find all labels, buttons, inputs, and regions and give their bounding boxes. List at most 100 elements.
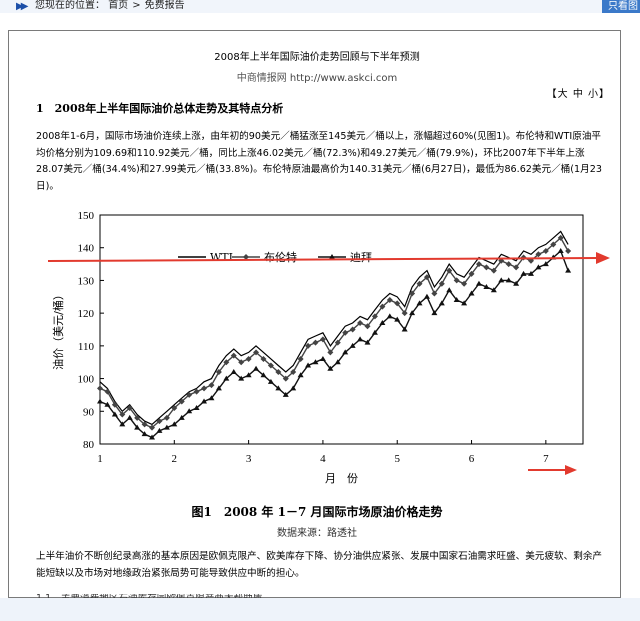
data-point <box>557 247 564 253</box>
data-point <box>126 405 133 412</box>
data-point <box>178 414 185 420</box>
legend-label: 布伦特 <box>264 250 297 264</box>
data-point <box>156 427 163 433</box>
data-point <box>267 378 274 384</box>
data-point <box>513 280 520 286</box>
data-point <box>305 362 312 368</box>
data-point <box>230 352 237 359</box>
data-point <box>416 300 423 306</box>
data-point <box>409 310 416 316</box>
breadcrumb-current[interactable]: 免费报告 <box>144 0 185 11</box>
data-point <box>223 359 230 366</box>
breadcrumb-bar: ▶▶ 您现在的位置： 首页 > 免费报告 只看图 <box>0 0 640 13</box>
data-point <box>260 355 267 362</box>
annotation-arrows <box>47 252 610 475</box>
legend-label: 迪拜 <box>350 251 372 264</box>
data-point <box>342 349 349 355</box>
data-point <box>527 270 534 276</box>
data-point <box>483 264 490 271</box>
chart-legend: WTI 布伦特 迪拜 <box>178 250 372 264</box>
breadcrumb-home-link[interactable]: 首页 <box>108 0 129 11</box>
data-point <box>557 234 564 241</box>
data-point <box>349 342 356 348</box>
data-point <box>134 414 141 421</box>
only-see-images-button[interactable]: 只看图 <box>602 0 640 13</box>
data-point <box>483 283 490 289</box>
data-point <box>97 385 103 392</box>
next-heading-clipped: 1.1 主要消费地区石油库存同欧佩克限产两大帮助质 <box>36 594 262 598</box>
data-point <box>386 297 393 304</box>
source-url-link[interactable]: http://www.askci.com <box>289 73 398 84</box>
data-point <box>364 323 371 330</box>
data-point <box>423 274 430 281</box>
data-point <box>535 251 542 258</box>
series-1 <box>99 230 569 426</box>
data-point <box>357 319 364 326</box>
figure-caption: 图1 2008 年 1－7 月国际市场原油价格走势 <box>191 505 443 519</box>
data-point <box>364 339 371 345</box>
data-point <box>230 369 237 375</box>
series-line <box>99 249 569 439</box>
legend-marker <box>243 254 249 260</box>
data-point <box>461 280 468 287</box>
x-tick-label: 3 <box>246 453 252 465</box>
data-point <box>119 421 126 427</box>
bottom-bar <box>0 598 640 621</box>
article-source: 中商情报网 http://www.askci.com <box>0 73 634 85</box>
figure-source: 数据来源：路透社 <box>277 528 357 539</box>
location-label: 您现在的位置： <box>35 0 105 11</box>
data-point <box>97 398 103 404</box>
data-point <box>119 411 126 418</box>
plot-frame <box>99 214 584 445</box>
data-point <box>520 270 527 276</box>
data-point <box>505 261 512 268</box>
data-point <box>312 339 319 346</box>
data-point <box>327 349 334 356</box>
data-point <box>475 280 482 286</box>
y-tick-label: 140 <box>78 243 95 255</box>
data-point <box>275 385 282 391</box>
y-tick-label: 110 <box>78 341 95 353</box>
data-point <box>134 424 141 430</box>
x-tick-label: 6 <box>469 453 475 465</box>
data-point <box>305 342 312 349</box>
x-tick-label: 5 <box>394 453 400 465</box>
article-paragraph-1: 2008年1-6月，国际市场油价连续上涨，由年初的90美元／桶猛涨至145美元／… <box>36 131 602 192</box>
data-point <box>245 372 252 378</box>
chart-axes: 80 90 100 110 120 130 140 150 1 2 3 4 5 6 7 月 份 油价（美元/桶） <box>51 210 584 485</box>
y-axis-label: 油价（美元/桶） <box>51 289 65 370</box>
data-point <box>104 388 111 395</box>
data-point <box>357 336 364 342</box>
article-paragraph-2: 上半年油价不断创纪录高涨的基本原因是欧佩克限产、欧美库存下降、协分油供应紧张、发… <box>36 551 603 579</box>
double-arrow-icon: ▶▶ <box>16 1 29 12</box>
data-point <box>163 414 170 421</box>
data-point <box>260 372 267 378</box>
legend-marker <box>329 254 335 259</box>
data-point <box>290 369 297 376</box>
data-point <box>319 355 326 361</box>
data-point <box>253 365 260 371</box>
article-frame <box>8 30 621 598</box>
data-point <box>550 241 557 248</box>
data-point <box>371 313 378 320</box>
data-point <box>193 405 200 411</box>
x-tick-label: 2 <box>172 453 178 465</box>
data-point <box>468 290 475 296</box>
data-point <box>171 421 178 427</box>
red-arrow-head-small <box>565 465 577 475</box>
data-point <box>565 247 572 254</box>
data-point <box>401 326 408 332</box>
breadcrumb-separator: > <box>132 0 141 11</box>
x-tick-label: 4 <box>320 453 326 465</box>
x-tick-label: 1 <box>97 453 103 465</box>
data-point <box>223 375 230 381</box>
source-name: 中商情报网 <box>236 73 287 84</box>
data-point <box>423 293 430 299</box>
font-size-control[interactable]: 【大 中 小】 <box>546 89 610 100</box>
data-point <box>215 385 222 391</box>
data-point <box>193 388 200 395</box>
legend-label: WTI <box>210 251 233 264</box>
data-point <box>565 267 572 273</box>
data-point <box>379 319 386 325</box>
data-point <box>371 329 378 335</box>
